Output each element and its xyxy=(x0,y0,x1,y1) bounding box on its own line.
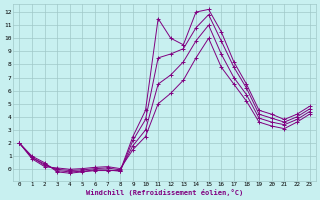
X-axis label: Windchill (Refroidissement éolien,°C): Windchill (Refroidissement éolien,°C) xyxy=(86,189,243,196)
